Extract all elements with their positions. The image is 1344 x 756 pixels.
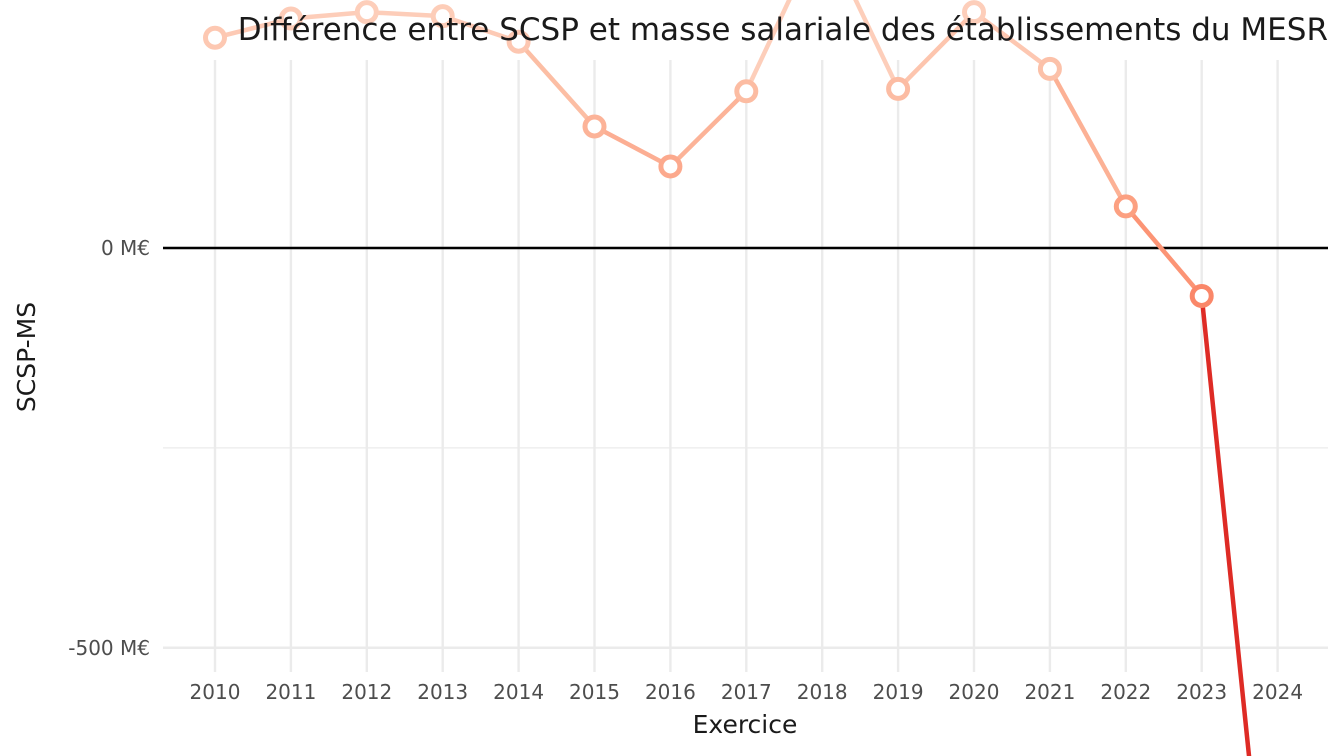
x-tick-label: 2016 xyxy=(645,680,696,704)
x-tick-label: 2010 xyxy=(190,680,241,704)
series-segment xyxy=(1123,204,1204,299)
data-point-2010 xyxy=(203,25,227,50)
series-segment xyxy=(516,39,597,129)
x-tick-label: 2022 xyxy=(1100,680,1151,704)
x-tick-label: 2013 xyxy=(417,680,468,704)
data-point-2019 xyxy=(886,76,911,101)
x-tick-label: 2015 xyxy=(569,680,620,704)
data-point-2011 xyxy=(278,6,303,31)
data-point-2020 xyxy=(962,0,986,25)
x-tick-label: 2024 xyxy=(1252,680,1303,704)
x-tick-label: 2023 xyxy=(1176,680,1227,704)
data-point-2016 xyxy=(658,154,683,179)
chart-title: Différence entre SCSP et masse salariale… xyxy=(238,12,1328,48)
grid-lines xyxy=(163,60,1328,672)
x-tick-label: 2020 xyxy=(949,680,1000,704)
y-axis-tick-labels: 0 M€-500 M€-1000 M€ xyxy=(68,236,150,660)
data-point-2017 xyxy=(734,79,759,104)
series-segment xyxy=(971,9,1053,72)
series-line xyxy=(212,0,1252,756)
x-tick-label: 2012 xyxy=(341,680,392,704)
x-tick-label: 2014 xyxy=(493,680,544,704)
y-tick-label: -500 M€ xyxy=(68,636,150,660)
data-point-2021 xyxy=(1037,56,1062,81)
series-segment xyxy=(1199,293,1252,756)
y-axis-title: SCSP-MS xyxy=(12,302,41,412)
series-segment xyxy=(853,0,901,92)
series-segment xyxy=(364,9,445,19)
series-segment xyxy=(288,9,370,21)
data-points xyxy=(203,0,1214,308)
data-point-2022 xyxy=(1113,194,1138,219)
data-point-2012 xyxy=(354,0,379,25)
y-tick-label: 0 M€ xyxy=(101,236,150,260)
x-tick-label: 2019 xyxy=(873,680,924,704)
series-segment xyxy=(592,124,673,169)
x-axis-tick-labels: 2010 2011 2012 2013 2014 2015 2016 2017 2018 2019… xyxy=(190,680,1304,704)
x-tick-label: 2017 xyxy=(721,680,772,704)
series-segment xyxy=(895,9,977,92)
series-segment xyxy=(1047,66,1129,209)
x-tick-label: 2021 xyxy=(1024,680,1075,704)
data-point-2015 xyxy=(582,114,607,139)
series-segment xyxy=(668,89,749,169)
series-segment xyxy=(212,16,294,40)
series-segment xyxy=(440,13,521,44)
data-point-2023 xyxy=(1189,283,1214,308)
series-segment xyxy=(744,0,792,94)
x-tick-label: 2011 xyxy=(265,680,316,704)
x-axis-title: Exercice xyxy=(693,710,798,739)
data-point-2014 xyxy=(506,29,531,54)
data-point-2013 xyxy=(430,4,455,29)
x-tick-label: 2018 xyxy=(797,680,848,704)
